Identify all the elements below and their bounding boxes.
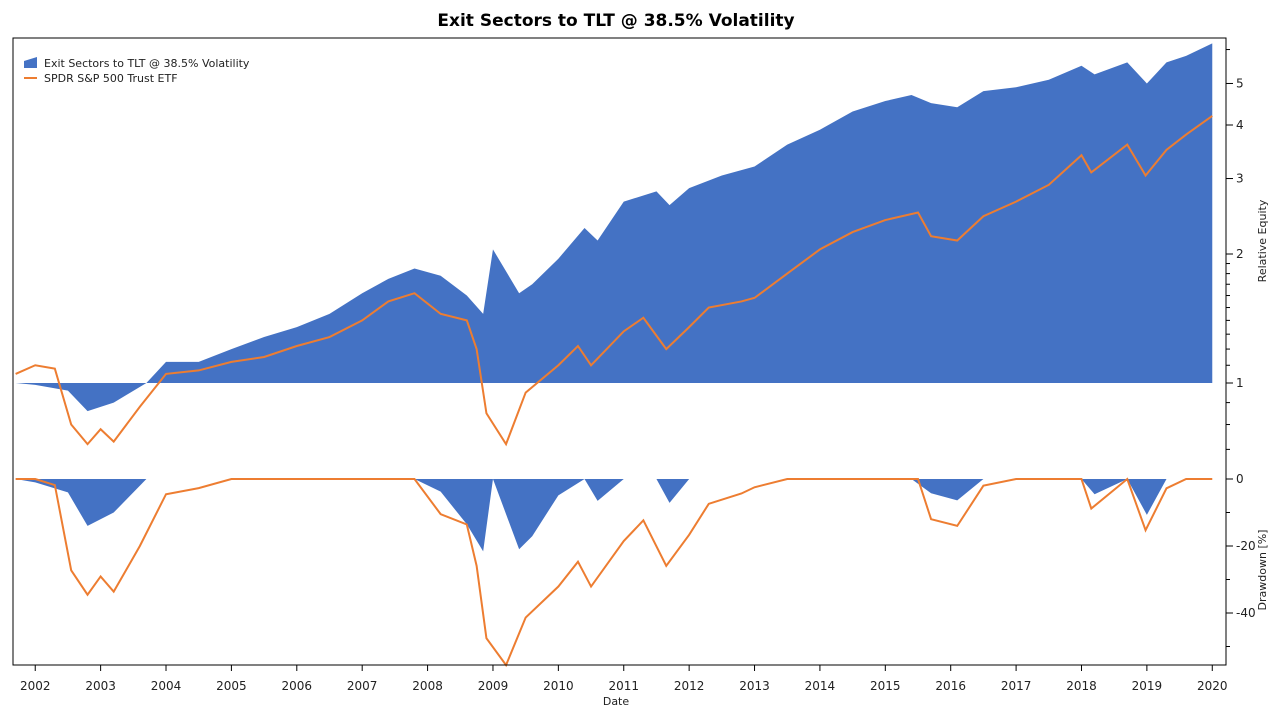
x-tick-label: 2010 [543,679,574,693]
equity-tick-label: 3 [1236,172,1244,186]
legend-label-benchmark: SPDR S&P 500 Trust ETF [44,72,178,85]
x-tick-label: 2018 [1066,679,1097,693]
x-tick-label: 2019 [1132,679,1163,693]
drawdown-tick-label: 0 [1236,472,1244,486]
benchmark-equity-line [15,115,1213,447]
x-tick-label: 2020 [1197,679,1228,693]
plot-frame [12,37,1227,666]
x-tick-label: 2005 [216,679,247,693]
equity-tick-label: 1 [1236,376,1244,390]
chart-title: Exit Sectors to TLT @ 38.5% Volatility [437,11,794,31]
x-tick-label: 2006 [282,679,313,693]
x-tick-label: 2009 [478,679,509,693]
drawdown-tick-label: -40 [1236,606,1256,620]
x-tick-label: 2004 [151,679,182,693]
x-tick-label: 2011 [608,679,639,693]
x-tick-label: 2015 [870,679,901,693]
x-tick-label: 2002 [20,679,51,693]
x-tick-label: 2013 [739,679,770,693]
x-tick-label: 2003 [85,679,116,693]
strategy-equity-area [15,43,1213,412]
legend: Exit Sectors to TLT @ 38.5% Volatility S… [24,57,250,85]
x-tick-label: 2014 [805,679,836,693]
equity-tick-label: 5 [1236,76,1244,90]
strategy-drawdown-area [15,479,1213,552]
y-axis-label-drawdown: Drawdown [%] [1256,530,1269,611]
x-tick-label: 2007 [347,679,378,693]
x-tick-label: 2008 [412,679,443,693]
y-axis-label-equity: Relative Equity [1256,199,1269,282]
equity-tick-label: 4 [1236,118,1244,132]
drawdown-tick-label: -20 [1236,539,1256,553]
equity-tick-label: 2 [1236,247,1244,261]
legend-label-strategy: Exit Sectors to TLT @ 38.5% Volatility [44,57,250,70]
x-axis-label: Date [603,695,630,708]
benchmark-drawdown-line [15,477,1213,668]
legend-swatch-strategy [24,57,37,68]
x-tick-label: 2017 [1001,679,1032,693]
x-tick-label: 2012 [674,679,705,693]
x-tick-label: 2016 [935,679,966,693]
